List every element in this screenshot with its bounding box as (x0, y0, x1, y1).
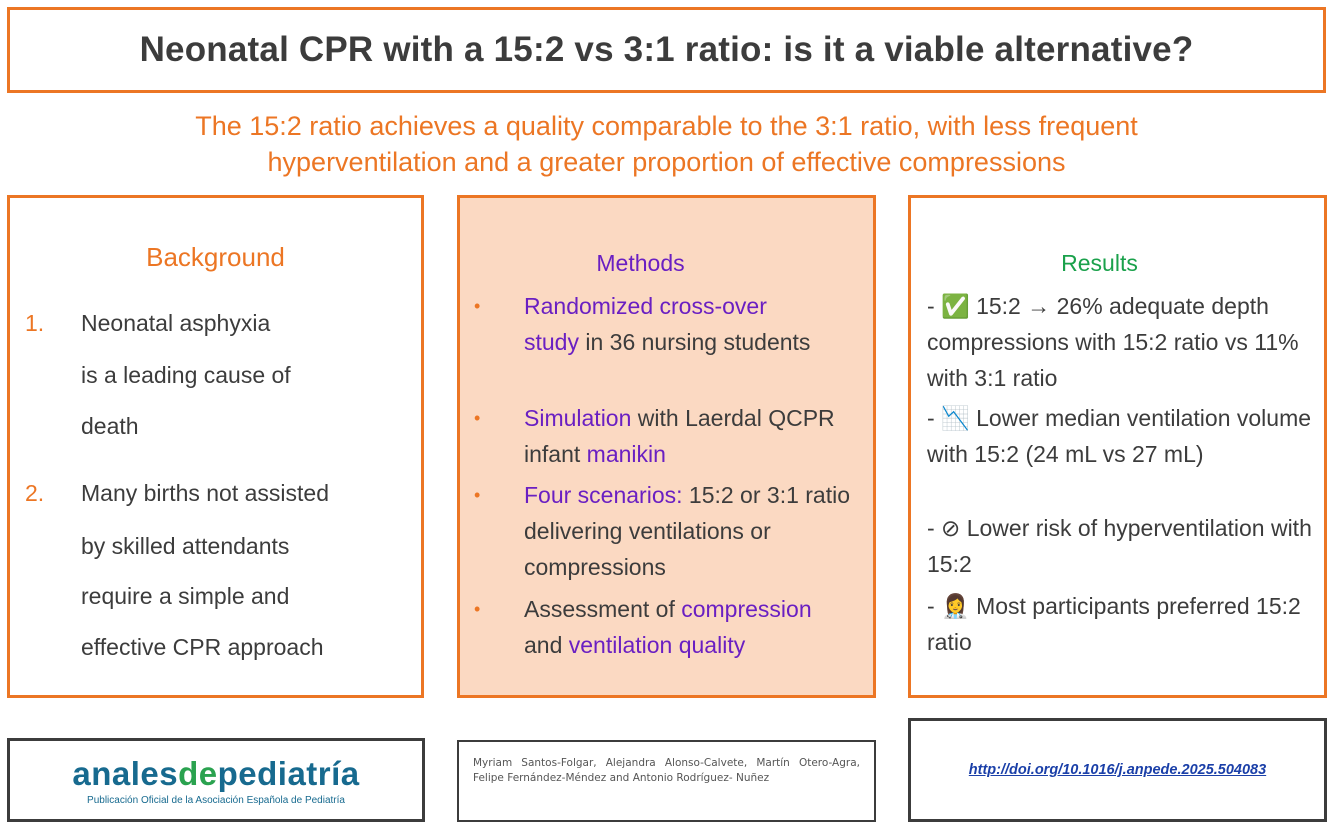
methods-highlight: study (524, 329, 579, 355)
logo-part: pediatría (217, 755, 360, 792)
methods-text: with Laerdal QCPR infant (524, 405, 835, 467)
methods-panel: Methods • Randomized cross-over study in … (457, 195, 876, 698)
methods-item-4: • Assessment of compression and ventilat… (474, 591, 874, 663)
methods-text: and (524, 632, 569, 658)
methods-highlight: compression (681, 596, 812, 622)
methods-title: Methods (596, 250, 685, 276)
key-finding-subtitle: The 15:2 ratio achieves a quality compar… (0, 108, 1333, 180)
methods-text: in 36 nursing students (578, 329, 811, 355)
background-item-line: Many births not assisted (81, 480, 330, 506)
methods-item-1: • Randomized cross-over study in 36 nursi… (474, 288, 874, 360)
subtitle-line-2: hyperventilation and a greater proportio… (267, 147, 1066, 177)
background-item-number: 1. (25, 310, 45, 336)
results-item-3: - ⊘ Lower risk of hyperventilation with … (927, 515, 1312, 577)
background-item-line: by skilled attendants (81, 533, 290, 559)
title-box: Neonatal CPR with a 15:2 vs 3:1 ratio: i… (7, 7, 1326, 93)
bullet-icon: • (474, 408, 481, 428)
subtitle-line-1: The 15:2 ratio achieves a quality compar… (195, 111, 1138, 141)
bullet-icon: • (474, 599, 481, 619)
background-item-line: Neonatal asphyxia (81, 310, 271, 336)
background-item-line: is a leading cause of (81, 362, 291, 388)
results-title: Results (1061, 250, 1138, 276)
methods-item-2: • Simulation with Laerdal QCPR infant ma… (474, 400, 874, 472)
methods-item-3: • Four scenarios: 15:2 or 3:1 ratio deli… (474, 477, 874, 585)
results-item-4: - 👩‍⚕️ Most participants preferred 15:2 … (927, 593, 1301, 655)
methods-highlight: Randomized cross-over (524, 293, 767, 319)
methods-text: 15:2 or 3:1 ratio delivering ventilation… (524, 482, 851, 580)
results-item-1: - ✅ 15:2 → 26% adequate depth compressio… (927, 293, 1299, 391)
journal-logo-subtitle: Publicación Oficial de la Asociación Esp… (87, 795, 345, 806)
methods-highlight: Four scenarios: (524, 482, 683, 508)
background-item-line: require a simple and (81, 583, 290, 609)
logo-part: anales (72, 755, 179, 792)
background-panel: Background 1. Neonatal asphyxia is a lea… (7, 195, 424, 698)
methods-text: Assessment of (524, 596, 682, 622)
authors-text: Myriam Santos-Folgar, Alejandra Alonso-C… (473, 757, 860, 784)
journal-logo-box: analesdepediatría Publicación Oficial de… (7, 738, 425, 822)
background-item-line: effective CPR approach (81, 634, 324, 660)
doi-box: http://doi.org/10.1016/j.anpede.2025.504… (908, 718, 1327, 822)
background-title: Background (146, 242, 285, 272)
results-item-2: - 📉 Lower median ventilation volume with… (927, 405, 1312, 467)
background-item-number: 2. (25, 480, 45, 506)
background-item-line: death (81, 413, 139, 439)
methods-highlight: Simulation (524, 405, 632, 431)
journal-logo: analesdepediatría (10, 755, 422, 793)
methods-highlight: ventilation quality (568, 632, 746, 658)
doi-link[interactable]: http://doi.org/10.1016/j.anpede.2025.504… (968, 762, 1267, 778)
results-panel: Results - ✅ 15:2 → 26% adequate depth co… (908, 195, 1327, 698)
bullet-icon: • (474, 296, 481, 316)
methods-highlight: manikin (586, 441, 666, 467)
page-title: Neonatal CPR with a 15:2 vs 3:1 ratio: i… (139, 30, 1194, 69)
bullet-icon: • (474, 485, 481, 505)
logo-part: de (178, 755, 218, 792)
authors-box: Myriam Santos-Folgar, Alejandra Alonso-C… (457, 740, 876, 822)
